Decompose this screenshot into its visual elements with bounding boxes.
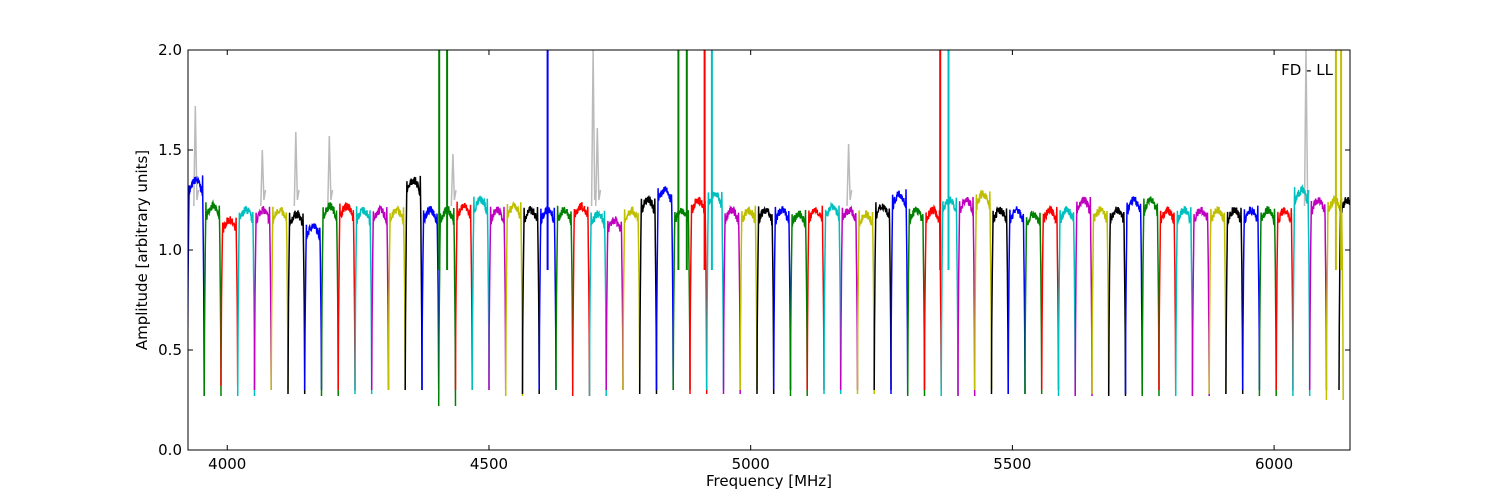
plot-area [188, 50, 1350, 450]
channel-series-54 [1091, 206, 1110, 395]
channel-series-28 [655, 186, 674, 391]
channel-series-43 [906, 206, 926, 397]
channel-series-61 [1208, 206, 1227, 395]
channel-series-42 [890, 189, 909, 395]
channel-series-11 [370, 204, 390, 391]
channel-series-52 [1057, 205, 1076, 397]
rfi-spike-layer [438, 50, 1343, 270]
channel-series-36 [789, 209, 808, 397]
channel-series-60 [1191, 206, 1210, 397]
channel-series-3 [236, 205, 256, 397]
channel-series-67 [1308, 197, 1328, 391]
channel-series-48 [990, 205, 1009, 395]
channel-series-40 [856, 210, 875, 395]
channel-series-39 [839, 205, 859, 391]
y-tick-label: 0.0 [158, 441, 182, 459]
channel-series-17 [471, 194, 490, 391]
x-tick-label: 5000 [732, 455, 770, 473]
channel-series-65 [1275, 206, 1294, 391]
channel-series-35 [772, 206, 792, 391]
channel-series-37 [806, 205, 825, 391]
channel-series-13 [404, 175, 423, 391]
y-axis-ticks: 0.0 0.5 1.0 1.5 2.0 [158, 41, 1350, 459]
x-tick-label: 4000 [208, 455, 246, 473]
channel-series-33 [739, 205, 758, 391]
raw-peak-1 [260, 149, 267, 207]
channel-series-1 [203, 199, 222, 397]
channel-series-53 [1074, 196, 1093, 397]
x-axis-label: Frequency [MHz] [706, 472, 832, 490]
x-tick-label: 5500 [993, 455, 1031, 473]
raw-peak-7 [846, 143, 853, 207]
channel-series-46 [957, 196, 976, 397]
channel-series-27 [638, 194, 658, 395]
channel-series-4 [253, 205, 272, 391]
channel-series-14 [421, 206, 440, 391]
channel-series-25 [605, 216, 624, 391]
channel-series-26 [622, 206, 641, 391]
channel-series-50 [1024, 210, 1043, 395]
channel-series-59 [1174, 205, 1194, 397]
channel-series-18 [488, 206, 507, 391]
channel-series-19 [504, 201, 524, 397]
channel-series-62 [1225, 207, 1244, 395]
channel-series-58 [1158, 206, 1177, 391]
channel-series-9 [337, 202, 356, 391]
x-axis-ticks: 4000 4500 5000 5500 6000 [208, 50, 1293, 473]
channel-series-55 [1107, 206, 1127, 397]
y-tick-label: 1.5 [158, 141, 182, 159]
channel-series-0 [188, 175, 205, 397]
channel-series-22 [555, 205, 574, 391]
x-tick-label: 6000 [1255, 455, 1293, 473]
channel-series-6 [287, 210, 306, 395]
y-axis-label: Amplitude [arbitrary units] [133, 150, 151, 350]
raw-peak-3 [327, 135, 334, 207]
channel-series-34 [756, 205, 775, 395]
raw-peak-0 [193, 105, 200, 207]
channel-series-32 [722, 204, 741, 395]
channel-series-66 [1292, 183, 1311, 397]
channel-series-10 [354, 206, 373, 395]
channel-series-44 [923, 204, 942, 391]
x-tick-label: 4500 [470, 455, 508, 473]
y-tick-label: 0.5 [158, 341, 182, 359]
channel-series-56 [1124, 196, 1143, 395]
raw-peak-6 [594, 127, 602, 207]
channel-series-41 [873, 202, 892, 391]
channel-series-47 [973, 189, 993, 391]
channel-series-12 [387, 205, 406, 391]
channel-series-57 [1141, 196, 1160, 397]
channel-series-63 [1241, 205, 1261, 391]
channel-series-45 [940, 196, 959, 397]
channel-series-38 [823, 201, 842, 395]
y-tick-label: 2.0 [158, 41, 182, 59]
raw-peak-4 [450, 153, 457, 207]
raw-peak-2 [293, 131, 300, 207]
channel-series-8 [320, 202, 339, 397]
y-tick-label: 1.0 [158, 241, 182, 259]
channel-series-20 [521, 205, 540, 395]
channel-series-2 [220, 216, 239, 387]
channel-series-64 [1258, 206, 1277, 397]
channel-series-5 [270, 206, 289, 391]
channel-series-24 [588, 210, 607, 397]
chart-annotation: FD - LL [1281, 61, 1333, 79]
channel-series-16 [454, 201, 473, 391]
channel-series-51 [1040, 205, 1060, 391]
channel-series-7 [303, 223, 323, 391]
channel-series-49 [1007, 206, 1026, 395]
channel-series-31 [705, 191, 725, 391]
channel-series-23 [571, 202, 591, 397]
